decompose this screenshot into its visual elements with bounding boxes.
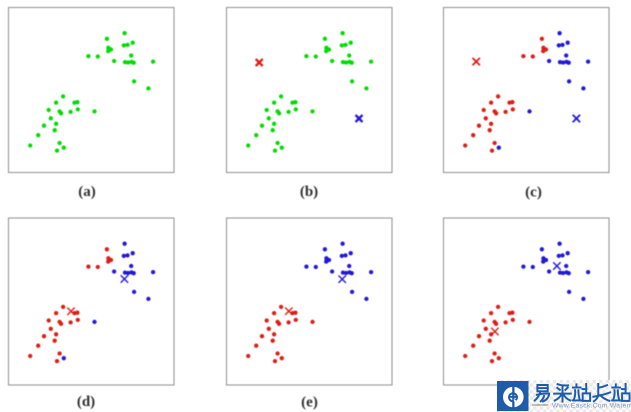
svg-text:(a): (a) (78, 184, 96, 200)
svg-text:(d): (d) (77, 394, 95, 410)
svg-text:(e): (e) (301, 395, 318, 411)
svg-text:(b): (b) (300, 184, 318, 200)
svg-text:(c): (c) (525, 185, 542, 201)
svg-text:Www.Easck.Com Watermarker: Www.Easck.Com Watermarker (552, 402, 631, 409)
